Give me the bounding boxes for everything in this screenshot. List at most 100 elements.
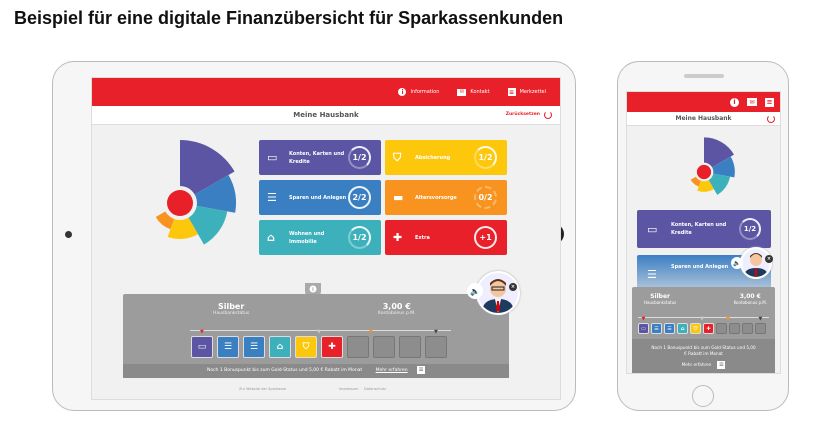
svg-text:i: i <box>312 287 314 293</box>
level-marker: ▼ <box>317 329 321 335</box>
bonus-slot-empty[interactable] <box>742 323 753 334</box>
bonus-slot-empty[interactable] <box>716 323 727 334</box>
card-icon: ▭ <box>267 151 278 164</box>
wheel-sector <box>697 172 714 192</box>
progress-line <box>190 330 451 331</box>
bonus-slot-filled[interactable]: ⌂ <box>269 336 291 358</box>
status-value: Silber <box>650 293 670 300</box>
phone-bonus-panel: Silber Hausbankstatus 3,00 € Kontobonus p.… <box>632 287 775 373</box>
bonus-slot-filled[interactable]: ⛉ <box>295 336 317 358</box>
phone-frame: i ✉ ≡ Meine Hausbank ▭ Konten, Karten un… <box>617 61 789 411</box>
bonus-slot-filled[interactable]: ☰ <box>651 323 662 334</box>
list-icon: ≡ <box>507 88 516 96</box>
level-marker: ▼ <box>434 329 438 335</box>
bonus-slot-empty[interactable] <box>373 336 395 358</box>
bonus-slot-filled[interactable]: ⌂ <box>677 323 688 334</box>
tile-house[interactable]: ⌂ Wohnen und Immobilie 1/2 <box>259 220 381 255</box>
tile-savings[interactable]: ☰ Sparen und Anlegen 2/2 <box>259 180 381 215</box>
bonus-slot-filled[interactable]: ✚ <box>703 323 714 334</box>
nav-label: Kontakt <box>470 89 490 95</box>
savings-icon: ☰ <box>647 267 657 281</box>
bonus-slot-empty[interactable] <box>729 323 740 334</box>
bonus-slot-filled[interactable]: ✚ <box>321 336 343 358</box>
tile-shield[interactable]: ⛉ Absicherung 1/2 <box>385 140 507 175</box>
reset-icon[interactable] <box>767 115 775 123</box>
phone-bonus-footer: Noch 1 Bonuspunkt bis zum Gold-Status un… <box>632 339 775 373</box>
footer-privacy-link[interactable]: Datenschutz <box>364 387 386 391</box>
info-icon[interactable]: i <box>730 97 739 107</box>
progress-line <box>638 317 769 318</box>
footer-imprint-link[interactable]: Impressum <box>339 387 359 391</box>
more-link[interactable]: Mehr erfahren <box>681 362 712 367</box>
reset-label: Zurücksetzen <box>505 112 540 117</box>
status-value: Silber <box>217 302 245 311</box>
bonus-slot-filled[interactable]: ▭ <box>191 336 213 358</box>
tablet-screen: i Information ✉ Kontakt ≡ Merkzettel Meine … <box>91 77 561 400</box>
bonus-slot-filled[interactable]: ⛉ <box>690 323 701 334</box>
nav-information[interactable]: i Information <box>398 88 439 96</box>
wheel-sector <box>180 140 235 203</box>
phone-home-button[interactable] <box>692 385 714 407</box>
bonus-slot-empty[interactable] <box>425 336 447 358</box>
status-label: Hausbankstatus <box>644 300 677 305</box>
info-icon: i <box>398 88 407 96</box>
nav-kontakt[interactable]: ✉ Kontakt <box>457 88 490 96</box>
close-icon[interactable]: × <box>509 283 517 291</box>
tile-score: 1/2 <box>739 218 761 240</box>
phone-top-nav: i ✉ ≡ <box>627 92 780 112</box>
tile-score: 1/2 <box>474 146 497 169</box>
bonus-slot-empty[interactable] <box>399 336 421 358</box>
list-icon[interactable]: ≡ <box>717 361 726 369</box>
list-icon[interactable]: ≡ <box>765 97 774 107</box>
speaker-icon[interactable]: 🔈 <box>467 283 483 299</box>
bonus-message: Noch 1 Bonuspunkt bis zum Gold-Status un… <box>206 368 363 373</box>
tile-konten[interactable]: ▭ Konten, Karten und Kredite 1/2 <box>637 210 771 248</box>
level-marker: ▼ <box>758 316 763 322</box>
card-icon: ▭ <box>647 222 658 236</box>
tile-score: 2/2 <box>348 186 371 209</box>
bonus-slot-empty[interactable] <box>755 323 766 334</box>
tile-label: Konten, Karten und Kredite <box>671 222 727 236</box>
bonus-slot-filled[interactable]: ☰ <box>243 336 265 358</box>
bonus-slot-filled[interactable]: ☰ <box>664 323 675 334</box>
list-icon[interactable]: ≡ <box>417 365 426 374</box>
bonus-message: Noch 1 Bonuspunkt bis zum Gold-Status un… <box>651 345 756 356</box>
header-title: Meine Hausbank <box>675 115 732 122</box>
close-icon[interactable]: × <box>765 255 773 263</box>
reset-button[interactable]: Zurücksetzen <box>506 106 552 124</box>
phone-header: Meine Hausbank <box>627 112 780 126</box>
more-link[interactable]: Mehr erfahren <box>375 368 408 373</box>
tile-score: 1/2 <box>348 226 371 249</box>
nav-merkzettel[interactable]: ≡ Merkzettel <box>507 88 546 96</box>
phone-speaker <box>684 74 724 78</box>
bonus-footer: Noch 1 Bonuspunkt bis zum Gold-Status un… <box>123 364 509 378</box>
tile-card[interactable]: ▭ Konten, Karten und Kredite 1/2 <box>259 140 381 175</box>
tile-label: Absicherung <box>415 154 451 161</box>
bonus-slot-filled[interactable]: ▭ <box>638 323 649 334</box>
reset-icon <box>544 111 552 119</box>
tablet-frame: i Information ✉ Kontakt ≡ Merkzettel Meine … <box>52 61 576 411</box>
bonus-slot-empty[interactable] <box>347 336 369 358</box>
tile-sofa[interactable]: ▬ Altersvorsorge 0/2 <box>385 180 507 215</box>
bonus-amount: 3,00 € <box>739 293 761 300</box>
advisor-avatar[interactable] <box>476 271 520 315</box>
shield-icon: ⛉ <box>393 150 402 164</box>
sofa-icon: ▬ <box>393 191 404 204</box>
nav-label: Information <box>410 89 440 95</box>
tile-plus[interactable]: ✚ Extra +1 <box>385 220 507 255</box>
footer-website-link[interactable]: Zur Website der Sparkasse <box>239 387 287 391</box>
wheel-center <box>167 190 193 216</box>
page-title: Beispiel für eine digitale Finanzübersic… <box>14 8 564 28</box>
mail-icon[interactable]: ✉ <box>747 98 757 106</box>
advisor-avatar[interactable] <box>740 247 772 279</box>
mail-icon: ✉ <box>457 88 467 96</box>
progress-wheel <box>690 137 735 195</box>
bonus-panel: Silber Hausbankstatus 3,00 € Kontobonus p.… <box>123 294 509 378</box>
wheel-center <box>696 164 712 180</box>
tile-label: Sparen und Anlegen <box>289 194 347 201</box>
page-header: Meine Hausbank Zurücksetzen <box>92 106 560 125</box>
bonus-slot-filled[interactable]: ☰ <box>217 336 239 358</box>
tablet-camera <box>65 231 72 238</box>
tile-score: 1/2 <box>348 146 371 169</box>
speaker-icon[interactable]: 🔈 <box>731 257 743 269</box>
